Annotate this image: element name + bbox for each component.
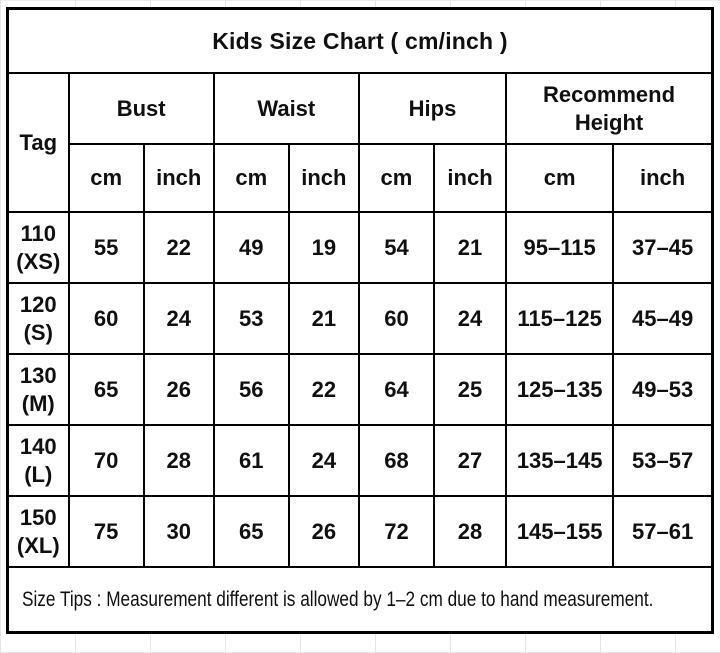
unit-header-hips-cm: cm xyxy=(357,143,436,213)
unit-header-bust-cm: cm xyxy=(67,143,145,213)
unit-header-hips-inch: inch xyxy=(432,143,508,213)
bust-cm-value: 55 xyxy=(67,211,145,284)
waist-inch-value: 26 xyxy=(287,495,360,568)
hips-cm-value: 64 xyxy=(357,353,436,426)
size-tips-row: Size Tips : Measurement different is all… xyxy=(6,566,714,634)
height-inch-value: 49–53 xyxy=(612,353,714,426)
chart-title: Kids Size Chart ( cm/inch ) xyxy=(6,7,714,74)
height-cm-value: 115–125 xyxy=(505,282,615,355)
hips-inch-value: 25 xyxy=(432,353,508,426)
unit-header-waist-cm: cm xyxy=(212,143,290,213)
group-header-recommend-height: Recommend Height xyxy=(505,72,714,145)
height-inch-value: 53–57 xyxy=(612,424,714,497)
table-row-120-s: 120 (S) 60 24 53 21 60 24 115–125 45–49 xyxy=(6,282,714,355)
hips-cm-value: 60 xyxy=(357,282,436,355)
group-header-row: Tag Bust Waist Hips Recommend Height xyxy=(6,72,714,213)
unit-header-bust-inch: inch xyxy=(142,143,215,213)
hips-inch-value: 24 xyxy=(432,282,508,355)
waist-inch-value: 24 xyxy=(287,424,360,497)
bust-cm-value: 60 xyxy=(67,282,145,355)
table-row-140-l: 140 (L) 70 28 61 24 68 27 135–145 53–57 xyxy=(6,424,714,497)
hips-cm-value: 54 xyxy=(357,211,436,284)
waist-cm-value: 65 xyxy=(212,495,290,568)
hips-inch-value: 21 xyxy=(432,211,508,284)
size-tips-cell: Size Tips : Measurement different is all… xyxy=(6,566,714,634)
unit-header-waist-inch: inch xyxy=(287,143,360,213)
hips-cm-value: 72 xyxy=(357,495,436,568)
waist-cm-value: 56 xyxy=(212,353,290,426)
group-header-hips: Hips xyxy=(357,72,508,145)
height-inch-value: 57–61 xyxy=(612,495,714,568)
tag-column-header: Tag xyxy=(6,72,70,213)
waist-inch-value: 22 xyxy=(287,353,360,426)
bust-inch-value: 26 xyxy=(142,353,215,426)
height-inch-value: 45–49 xyxy=(612,282,714,355)
height-cm-value: 135–145 xyxy=(505,424,615,497)
height-inch-value: 37–45 xyxy=(612,211,714,284)
bust-inch-value: 22 xyxy=(142,211,215,284)
group-header-waist: Waist xyxy=(212,72,360,145)
bust-inch-value: 28 xyxy=(142,424,215,497)
bust-cm-value: 70 xyxy=(67,424,145,497)
unit-header-row: cm inch cm inch cm inch cm inch xyxy=(8,143,714,213)
unit-header-height-inch: inch xyxy=(612,143,714,213)
tag-cell: 130 (M) xyxy=(6,353,70,426)
tag-cell: 150 (XL) xyxy=(6,495,70,568)
table-row-130-m: 130 (M) 65 26 56 22 64 25 125–135 49–53 xyxy=(6,353,714,426)
waist-inch-value: 19 xyxy=(287,211,360,284)
table-row-150-xl: 150 (XL) 75 30 65 26 72 28 145–155 57–61 xyxy=(6,495,714,568)
height-cm-value: 145–155 xyxy=(505,495,615,568)
hips-cm-value: 68 xyxy=(357,424,436,497)
bust-cm-value: 65 xyxy=(67,353,145,426)
hips-inch-value: 27 xyxy=(432,424,508,497)
size-tips-text: Size Tips : Measurement different is all… xyxy=(22,588,654,612)
height-cm-value: 125–135 xyxy=(505,353,615,426)
bust-inch-value: 30 xyxy=(142,495,215,568)
unit-header-height-cm: cm xyxy=(505,143,615,213)
waist-cm-value: 61 xyxy=(212,424,290,497)
tag-cell: 110 (XS) xyxy=(6,211,70,284)
waist-cm-value: 49 xyxy=(212,211,290,284)
waist-cm-value: 53 xyxy=(212,282,290,355)
tag-cell: 120 (S) xyxy=(6,282,70,355)
title-row: Kids Size Chart ( cm/inch ) xyxy=(6,7,714,74)
group-header-bust: Bust xyxy=(67,72,215,145)
bust-cm-value: 75 xyxy=(67,495,145,568)
waist-inch-value: 21 xyxy=(287,282,360,355)
height-cm-value: 95–115 xyxy=(505,211,615,284)
table-row-110-xs: 110 (XS) 55 22 49 19 54 21 95–115 37–45 xyxy=(6,211,714,284)
size-chart-table: Kids Size Chart ( cm/inch ) Tag Bust Wai… xyxy=(6,7,714,634)
tag-cell: 140 (L) xyxy=(6,424,70,497)
hips-inch-value: 28 xyxy=(432,495,508,568)
bust-inch-value: 24 xyxy=(142,282,215,355)
